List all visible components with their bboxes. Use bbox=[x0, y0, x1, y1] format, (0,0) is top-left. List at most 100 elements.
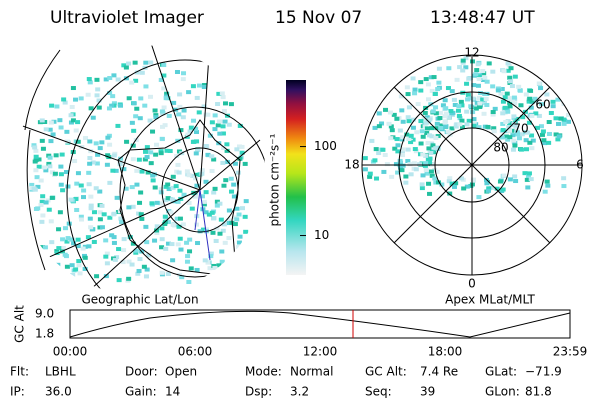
colorbar-tick-label: 10 bbox=[314, 228, 329, 242]
pixel bbox=[78, 214, 84, 219]
pixel bbox=[146, 253, 152, 258]
pixel bbox=[214, 203, 220, 208]
pixel bbox=[229, 189, 235, 194]
pixel bbox=[134, 70, 140, 75]
pixel bbox=[556, 134, 562, 139]
pixel bbox=[412, 87, 418, 92]
pixel bbox=[410, 117, 416, 122]
pixel bbox=[111, 211, 117, 216]
pixel bbox=[429, 88, 435, 93]
pixel bbox=[486, 186, 492, 191]
pixel bbox=[395, 143, 401, 148]
pixel bbox=[539, 132, 545, 137]
pixel bbox=[145, 170, 151, 175]
pixel bbox=[404, 132, 410, 137]
pixel bbox=[170, 174, 176, 179]
pixel bbox=[471, 123, 477, 128]
pixel bbox=[159, 77, 165, 82]
pixel bbox=[91, 239, 97, 244]
pixel bbox=[226, 236, 232, 241]
pixel bbox=[485, 124, 491, 129]
pixel bbox=[176, 170, 182, 175]
pixel bbox=[505, 61, 511, 66]
pixel bbox=[528, 105, 534, 110]
pixel bbox=[481, 111, 487, 116]
pixel bbox=[48, 219, 54, 224]
pixel bbox=[75, 171, 81, 176]
pixel bbox=[91, 210, 97, 215]
pixel bbox=[516, 136, 522, 141]
pixel bbox=[446, 115, 452, 120]
pixel bbox=[418, 119, 424, 124]
pixel bbox=[201, 84, 207, 89]
pixel bbox=[111, 240, 117, 245]
pixel bbox=[42, 245, 48, 250]
pixel bbox=[449, 126, 455, 131]
pixel bbox=[395, 170, 401, 175]
pixel bbox=[405, 115, 411, 120]
pixel bbox=[39, 118, 45, 123]
pixel bbox=[428, 151, 434, 156]
pixel bbox=[400, 163, 406, 168]
pixel bbox=[419, 129, 425, 134]
pixel bbox=[529, 133, 535, 138]
colorbar bbox=[286, 80, 306, 275]
pixel bbox=[498, 91, 504, 96]
pixel bbox=[97, 210, 103, 215]
pixel bbox=[507, 75, 513, 80]
pixel bbox=[181, 108, 187, 113]
pixel bbox=[511, 122, 517, 127]
pixel bbox=[426, 146, 432, 151]
pixel bbox=[87, 216, 93, 221]
pixel bbox=[109, 103, 115, 108]
pixel bbox=[152, 185, 158, 190]
pixel bbox=[410, 125, 416, 130]
pixel bbox=[152, 108, 158, 113]
y-tick-label: 1.8 bbox=[35, 327, 54, 341]
pixel bbox=[518, 103, 524, 108]
pixel bbox=[148, 150, 154, 155]
pixel bbox=[419, 182, 425, 187]
pixel bbox=[131, 101, 137, 106]
pixel bbox=[427, 191, 433, 196]
pixel bbox=[505, 137, 511, 142]
pixel bbox=[523, 147, 529, 152]
field-label: Gain: bbox=[125, 385, 157, 399]
pixel bbox=[403, 174, 409, 179]
pixel bbox=[75, 139, 81, 144]
pixel bbox=[456, 104, 462, 109]
mlt-label: 0 bbox=[468, 277, 476, 291]
pixel bbox=[510, 147, 516, 152]
pixel bbox=[465, 93, 471, 98]
pixel bbox=[403, 180, 409, 185]
pixel bbox=[223, 178, 229, 183]
pixel bbox=[542, 141, 548, 146]
pixel bbox=[484, 181, 490, 186]
pixel bbox=[555, 97, 561, 102]
pixel bbox=[208, 251, 214, 256]
pixel bbox=[126, 96, 132, 101]
pixel bbox=[546, 131, 552, 136]
pixel bbox=[59, 152, 65, 157]
pixel bbox=[399, 168, 405, 173]
pixel bbox=[373, 147, 379, 152]
pixel bbox=[60, 245, 66, 250]
pixel bbox=[195, 241, 201, 246]
pixel bbox=[243, 199, 249, 204]
pixel bbox=[166, 113, 172, 118]
pixel bbox=[133, 250, 139, 255]
pixel bbox=[451, 184, 457, 189]
pixel bbox=[398, 94, 404, 99]
pixel bbox=[115, 123, 121, 128]
pixel bbox=[36, 157, 42, 162]
pixel bbox=[94, 77, 100, 82]
pixel bbox=[177, 188, 183, 193]
pixel bbox=[195, 148, 201, 153]
pixel bbox=[194, 183, 200, 188]
pixel bbox=[53, 153, 59, 158]
pixel bbox=[528, 177, 534, 182]
pixel bbox=[512, 74, 518, 79]
pixel bbox=[430, 162, 436, 167]
pixel bbox=[464, 81, 470, 86]
pixel bbox=[111, 153, 117, 158]
